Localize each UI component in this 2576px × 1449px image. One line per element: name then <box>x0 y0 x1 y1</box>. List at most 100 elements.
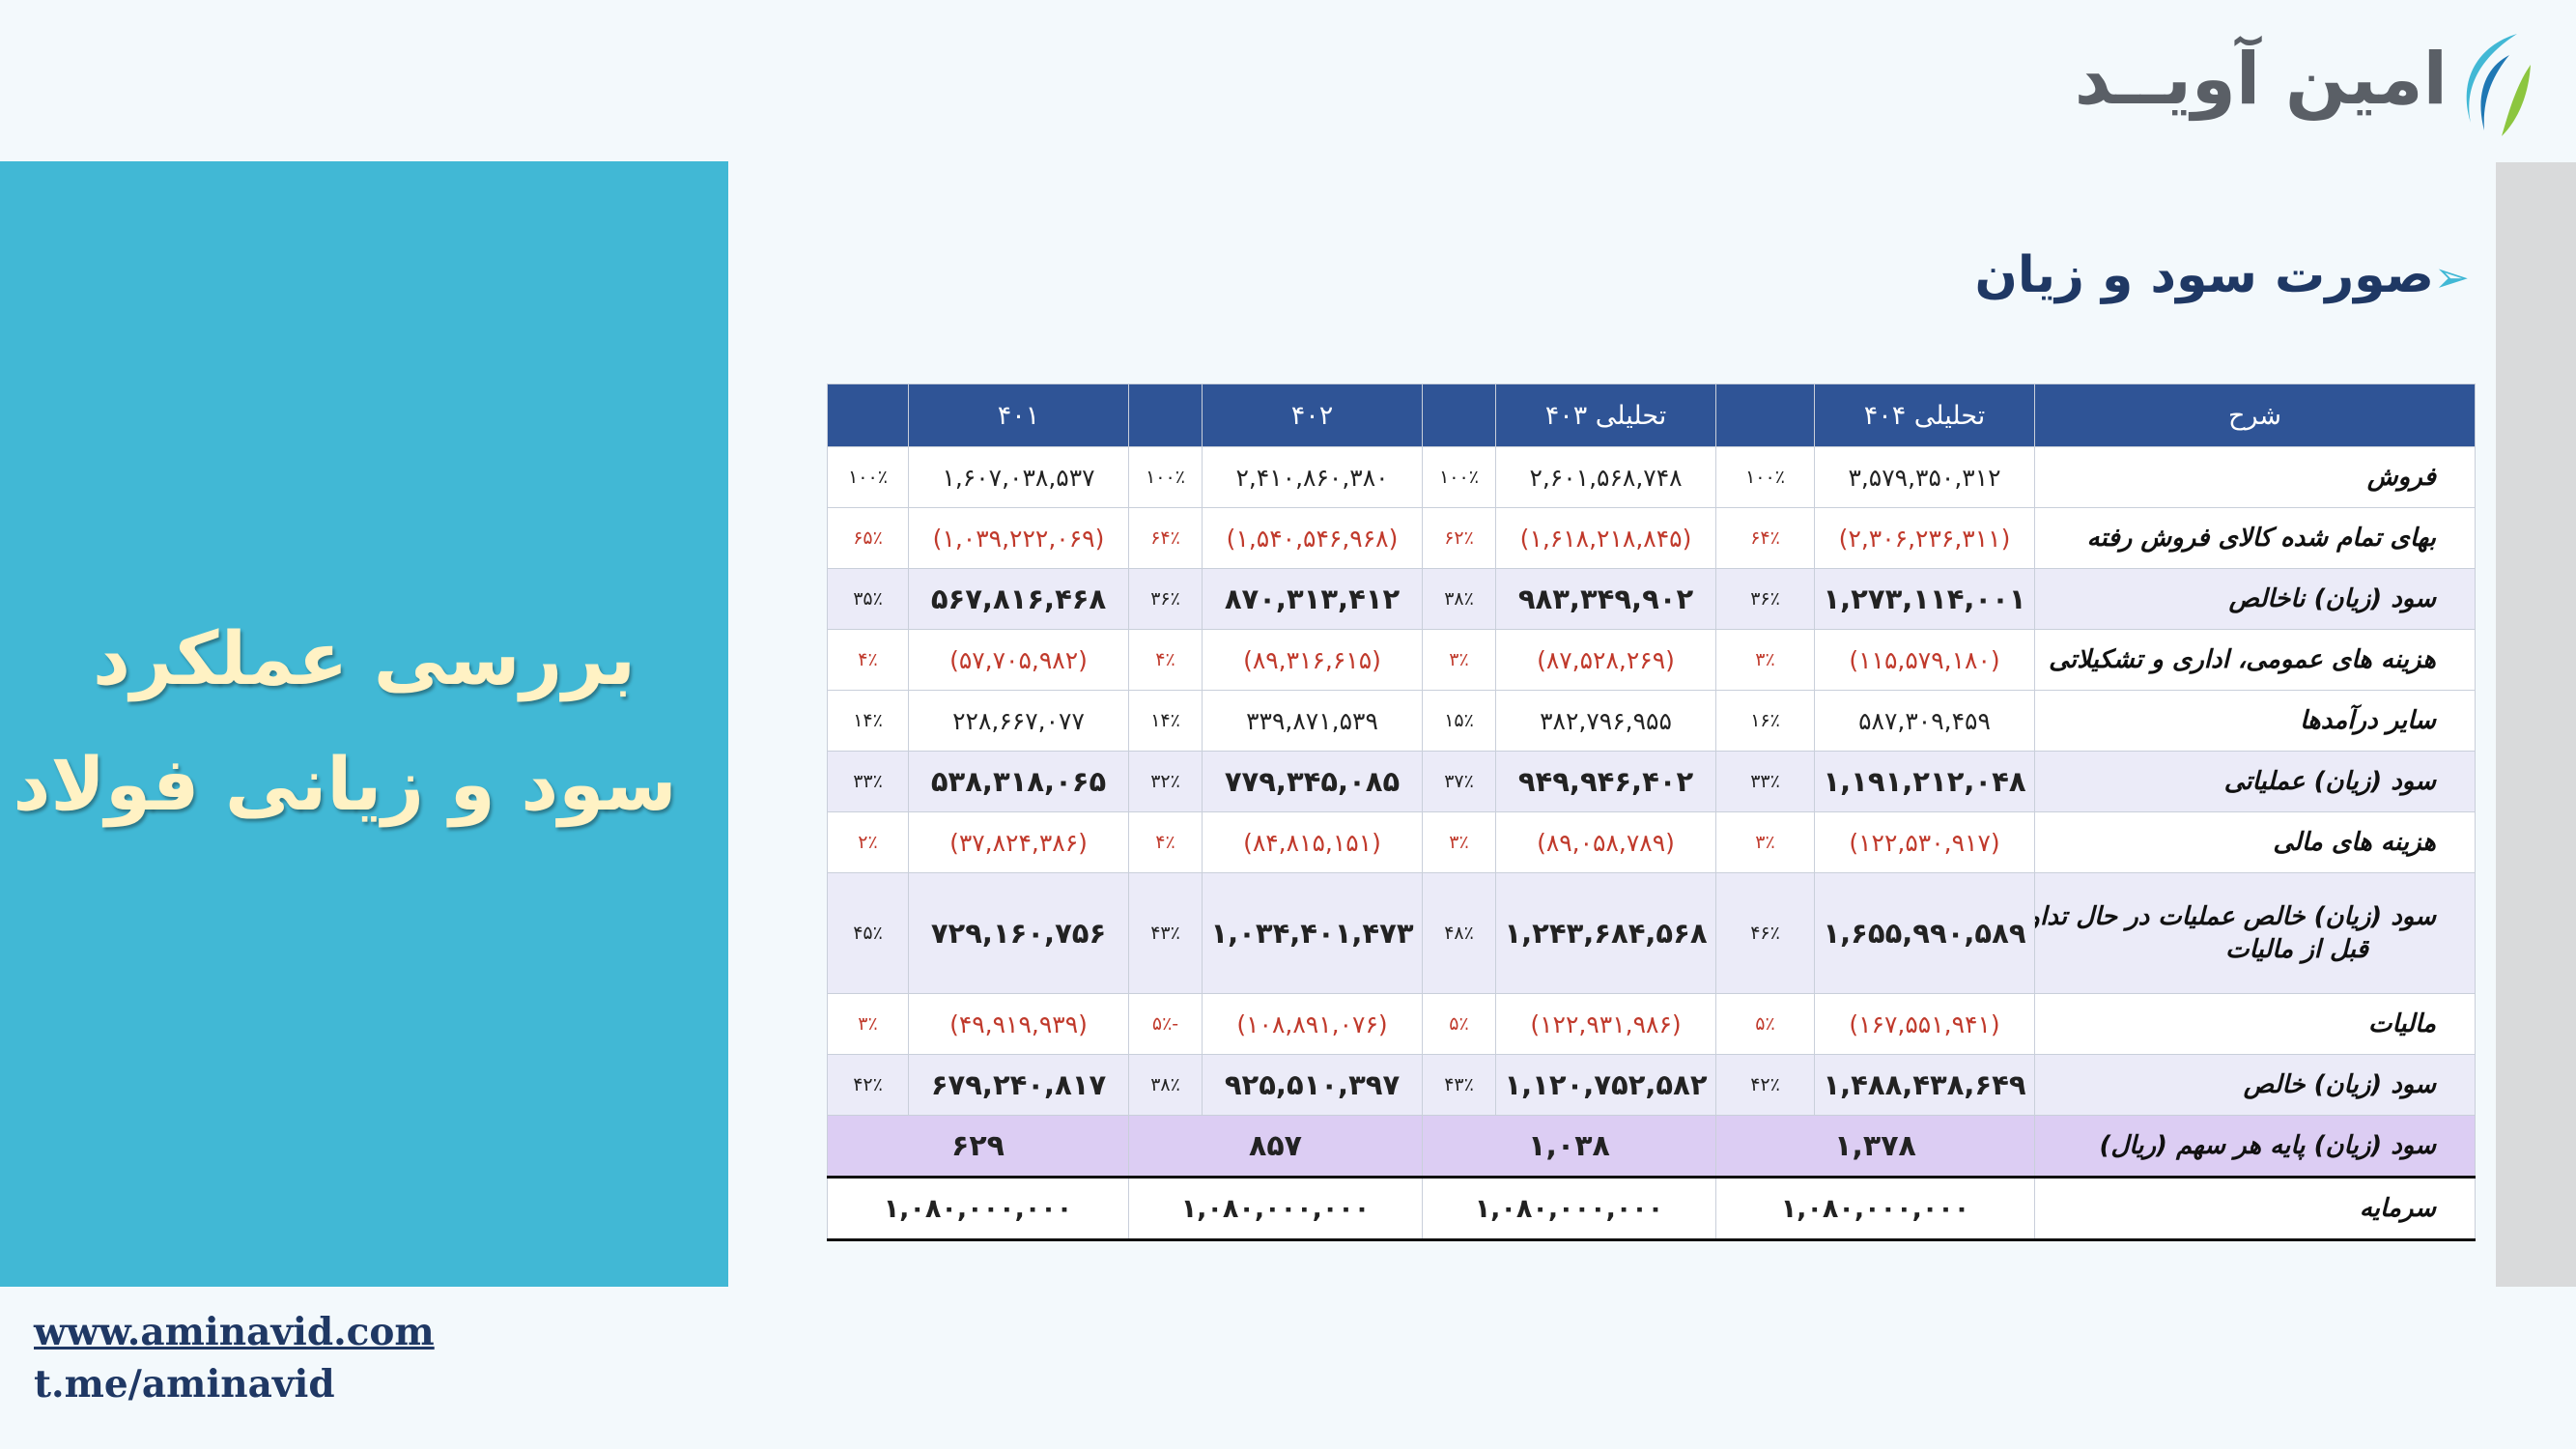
row-desc-text: مالیات <box>2367 1009 2436 1038</box>
header-404: تحلیلی ۴۰۴ <box>1814 384 2035 447</box>
table-row: هزینه های مالی (۱۲۲,۵۳۰,۹۱۷) ۳٪ (۸۹,۰۵۸,۷۸۹… <box>827 811 2476 873</box>
pct-404: ۱۶٪ <box>1715 690 1815 752</box>
row-desc-text: سایر درآمدها <box>2300 706 2436 735</box>
val-403: ۳۸۲,۷۹۶,۹۵۵ <box>1495 690 1716 752</box>
eps-row-403: ۱,۰۳۸ <box>1422 1115 1716 1178</box>
pct-401: ۴٪ <box>827 629 909 691</box>
table-row: سود (زیان) خالص ۱,۴۸۸,۴۳۸,۶۴۹ ۴۲٪ ۱,۱۲۰,۷۵۲… <box>827 1054 2476 1116</box>
val-401: (۱,۰۳۹,۲۲۲,۰۶۹) <box>908 507 1129 569</box>
val-404: ۱,۱۹۱,۲۱۲,۰۴۸ <box>1814 751 2035 812</box>
val-404: ۵۸۷,۳۰۹,۴۵۹ <box>1814 690 2035 752</box>
val-402: ۸۷۰,۳۱۳,۴۱۲ <box>1202 568 1423 630</box>
row-desc: سود (زیان) عملیاتی <box>2034 751 2476 812</box>
val-404: (۱۱۵,۵۷۹,۱۸۰) <box>1814 629 2035 691</box>
pct-402: ۶۴٪ <box>1128 507 1203 569</box>
panel-title-line1: بررسی عملکرد <box>92 615 637 701</box>
pct-402: ۴٪ <box>1128 629 1203 691</box>
row-desc-text: هزینه های عمومی، اداری و تشکیلاتی <box>2049 645 2436 674</box>
row-desc-text: سود (زیان) عملیاتی <box>2223 767 2436 796</box>
val-403: ۱,۱۲۰,۷۵۲,۵۸۲ <box>1495 1054 1716 1116</box>
pct-403: ۳۷٪ <box>1422 751 1496 812</box>
row-desc-text-2: قبل از مالیات <box>2225 935 2368 964</box>
pct-404: ۳۳٪ <box>1715 751 1815 812</box>
val-403: (۸۷,۵۲۸,۲۶۹) <box>1495 629 1716 691</box>
pct-402: ۳۲٪ <box>1128 751 1203 812</box>
val-401: (۳۷,۸۲۴,۳۸۶) <box>908 811 1129 873</box>
row-desc-text: فروش <box>2366 463 2436 492</box>
row-desc: هزینه های عمومی، اداری و تشکیلاتی <box>2034 629 2476 691</box>
pct-403: ۳۸٪ <box>1422 568 1496 630</box>
val-403: (۱,۶۱۸,۲۱۸,۸۴۵) <box>1495 507 1716 569</box>
pct-402: ۴٪ <box>1128 811 1203 873</box>
row-desc: سود (زیان) ناخالص <box>2034 568 2476 630</box>
table-row: سود (زیان) ناخالص ۱,۲۷۳,۱۱۴,۰۰۱ ۳۶٪ ۹۸۳,۳۴۹… <box>827 568 2476 630</box>
val-404: ۳,۵۷۹,۳۵۰,۳۱۲ <box>1814 446 2035 508</box>
row-desc-text: سود (زیان) خالص <box>2243 1070 2436 1099</box>
val-403: ۹۴۹,۹۴۶,۴۰۲ <box>1495 751 1716 812</box>
eps-row-desc: سود (زیان) پایه هر سهم (ریال) <box>2034 1115 2476 1178</box>
website-link[interactable]: www.aminavid.com <box>34 1310 435 1354</box>
val-404: (۱۲۲,۵۳۰,۹۱۷) <box>1814 811 2035 873</box>
pct-404: ۳٪ <box>1715 811 1815 873</box>
val-402: ۷۷۹,۳۴۵,۰۸۵ <box>1202 751 1423 812</box>
val-401: (۴۹,۹۱۹,۹۳۹) <box>908 993 1129 1055</box>
table-row: سود (زیان) خالص عملیات در حال تداوم قبل ا… <box>827 872 2476 994</box>
val-403: ۲,۶۰۱,۵۶۸,۷۴۸ <box>1495 446 1716 508</box>
val-403: ۱,۲۴۳,۶۸۴,۵۶۸ <box>1495 872 1716 994</box>
row-desc: سود (زیان) خالص <box>2034 1054 2476 1116</box>
eps-row-404: ۱,۳۷۸ <box>1715 1115 2035 1178</box>
capital-row-404: ۱,۰۸۰,۰۰۰,۰۰۰ <box>1715 1176 2035 1241</box>
row-desc-text: بهای تمام شده کالای فروش رفته <box>2086 524 2436 553</box>
telegram-link[interactable]: t.me/aminavid <box>34 1362 335 1406</box>
pct-402: ۳۶٪ <box>1128 568 1203 630</box>
pct-403: ۱۵٪ <box>1422 690 1496 752</box>
val-403: ۹۸۳,۳۴۹,۹۰۲ <box>1495 568 1716 630</box>
capital-row: سرمایه ۱,۰۸۰,۰۰۰,۰۰۰ ۱,۰۸۰,۰۰۰,۰۰۰ ۱,۰۸۰,۰۰… <box>827 1176 2476 1241</box>
brand-mark-icon <box>2466 34 2531 136</box>
row-desc-text: هزینه های مالی <box>2273 828 2436 857</box>
pct-403: ۵٪ <box>1422 993 1496 1055</box>
pct-402: ۱۴٪ <box>1128 690 1203 752</box>
pct-402: ۳۸٪ <box>1128 1054 1203 1116</box>
row-desc: مالیات <box>2034 993 2476 1055</box>
val-402: ۳۳۹,۸۷۱,۵۳۹ <box>1202 690 1423 752</box>
val-404: ۱,۶۵۵,۹۹۰,۵۸۹ <box>1814 872 2035 994</box>
table-row: سود (زیان) عملیاتی ۱,۱۹۱,۲۱۲,۰۴۸ ۳۳٪ ۹۴۹,۹۴… <box>827 751 2476 812</box>
section-arrow-icon: ➢ <box>2434 253 2470 302</box>
capital-row-402: ۱,۰۸۰,۰۰۰,۰۰۰ <box>1128 1176 1423 1241</box>
table-row: سایر درآمدها ۵۸۷,۳۰۹,۴۵۹ ۱۶٪ ۳۸۲,۷۹۶,۹۵۵ ۱۵٪… <box>827 690 2476 752</box>
val-402: (۸۴,۸۱۵,۱۵۱) <box>1202 811 1423 873</box>
row-desc: بهای تمام شده کالای فروش رفته <box>2034 507 2476 569</box>
val-402: ۱,۰۳۴,۴۰۱,۴۷۳ <box>1202 872 1423 994</box>
val-404: (۱۶۷,۵۵۱,۹۴۱) <box>1814 993 2035 1055</box>
pct-402: ۴۳٪ <box>1128 872 1203 994</box>
table-row: مالیات (۱۶۷,۵۵۱,۹۴۱) ۵٪ (۱۲۲,۹۳۱,۹۸۶) ۵٪ (۱۰۸… <box>827 993 2476 1055</box>
val-402: (۱,۵۴۰,۵۴۶,۹۶۸) <box>1202 507 1423 569</box>
capital-row-401: ۱,۰۸۰,۰۰۰,۰۰۰ <box>827 1176 1129 1241</box>
pct-401: ۳٪ <box>827 993 909 1055</box>
pct-401: ۴۲٪ <box>827 1054 909 1116</box>
table-row: هزینه های عمومی، اداری و تشکیلاتی (۱۱۵,۵۷… <box>827 629 2476 691</box>
footer-links: www.aminavid.com t.me/aminavid <box>34 1306 435 1410</box>
capital-row-403: ۱,۰۸۰,۰۰۰,۰۰۰ <box>1422 1176 1716 1241</box>
header-401: ۴۰۱ <box>908 384 1129 447</box>
pct-401: ۲٪ <box>827 811 909 873</box>
pct-403: ۱۰۰٪ <box>1422 446 1496 508</box>
table-row: بهای تمام شده کالای فروش رفته (۲,۳۰۶,۲۳۶,… <box>827 507 2476 569</box>
table-row: فروش ۳,۵۷۹,۳۵۰,۳۱۲ ۱۰۰٪ ۲,۶۰۱,۵۶۸,۷۴۸ ۱۰۰٪ ۲,… <box>827 446 2476 508</box>
pct-404: ۱۰۰٪ <box>1715 446 1815 508</box>
val-403: (۱۲۲,۹۳۱,۹۸۶) <box>1495 993 1716 1055</box>
val-401: ۷۲۹,۱۶۰,۷۵۶ <box>908 872 1129 994</box>
panel-title-line2: سود و زیانی فولاد <box>13 741 677 827</box>
pct-404: ۳٪ <box>1715 629 1815 691</box>
val-401: (۵۷,۷۰۵,۹۸۲) <box>908 629 1129 691</box>
val-402: (۱۰۸,۸۹۱,۰۷۶) <box>1202 993 1423 1055</box>
header-402: ۴۰۲ <box>1202 384 1423 447</box>
pct-401: ۶۵٪ <box>827 507 909 569</box>
header-desc: شرح <box>2034 384 2476 447</box>
val-402: ۹۲۵,۵۱۰,۳۹۷ <box>1202 1054 1423 1116</box>
pct-403: ۳٪ <box>1422 629 1496 691</box>
val-402: ۲,۴۱۰,۸۶۰,۳۸۰ <box>1202 446 1423 508</box>
row-desc-text: سود (زیان) ناخالص <box>2228 584 2436 613</box>
brand-name: امین آویــد <box>2074 38 2448 121</box>
